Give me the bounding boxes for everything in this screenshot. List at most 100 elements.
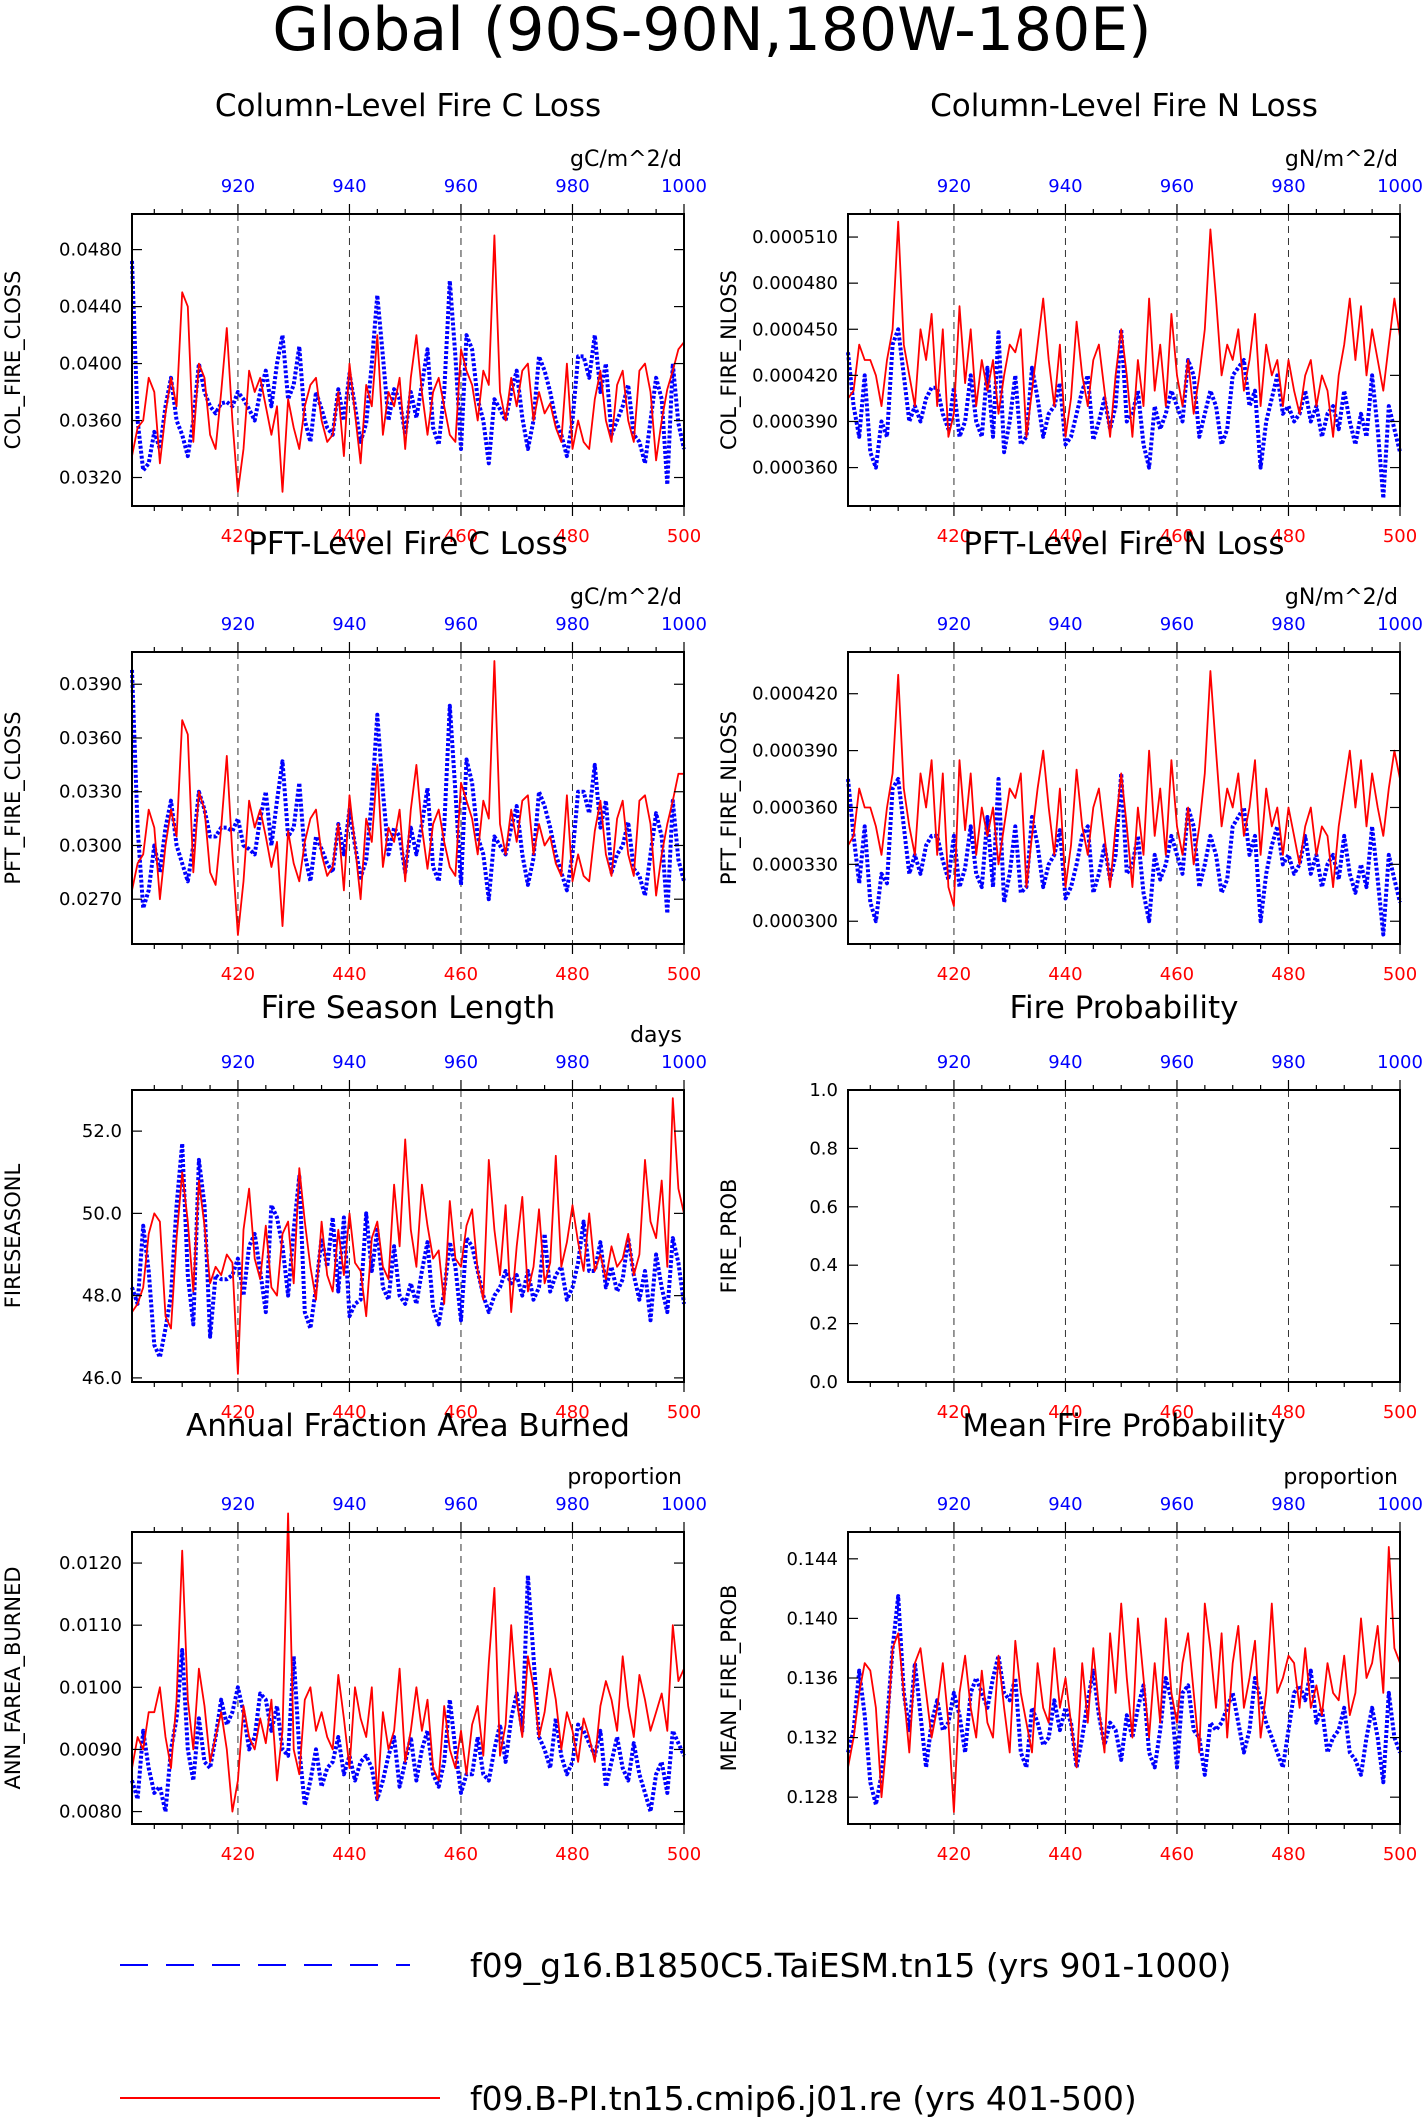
x-tick-label-bottom: 420 <box>221 1402 255 1423</box>
x-tick-label-top: 960 <box>1160 1494 1194 1515</box>
y-tick-label: 0.0400 <box>59 354 122 375</box>
panel-title: PFT-Level Fire C Loss <box>248 526 568 562</box>
y-tick-label: 0.000420 <box>752 365 838 386</box>
x-tick-label-top: 940 <box>1048 1052 1082 1073</box>
x-tick-label-bottom: 480 <box>1271 964 1305 985</box>
x-tick-label-bottom: 440 <box>1048 1402 1082 1423</box>
y-tick-label: 0.000360 <box>752 797 838 818</box>
y-tick-label: 50.0 <box>82 1203 122 1224</box>
units-label: gN/m^2/d <box>1285 585 1398 610</box>
x-tick-label-top: 940 <box>332 1052 366 1073</box>
x-tick-label-top: 920 <box>937 1052 971 1073</box>
series-line-taiesm <box>846 771 1402 937</box>
units-label: gC/m^2/d <box>570 585 682 610</box>
units-label: gN/m^2/d <box>1285 147 1398 172</box>
y-tick-label: 0.000450 <box>752 319 838 340</box>
series-line-taiesm <box>846 1594 1402 1807</box>
y-tick-label: 0.000360 <box>752 458 838 479</box>
y-axis-label: PFT_FIRE_NLOSS <box>717 711 742 885</box>
plot-frame <box>131 1089 685 1383</box>
x-tick-label-bottom: 480 <box>1271 526 1305 547</box>
x-tick-label-bottom: 460 <box>1160 964 1194 985</box>
units-label: proportion <box>567 1465 682 1490</box>
x-tick-label-bottom: 440 <box>1048 964 1082 985</box>
x-tick-label-top: 920 <box>221 1494 255 1515</box>
y-tick-label: 0.000390 <box>752 411 838 432</box>
x-tick-label-top: 1000 <box>661 614 707 635</box>
series-line-cmip6 <box>847 1546 1401 1813</box>
series-line-cmip6 <box>847 670 1401 907</box>
series-line-cmip6 <box>131 234 685 493</box>
x-tick-label-bottom: 500 <box>667 1844 701 1865</box>
x-tick-label-bottom: 460 <box>1160 1402 1194 1423</box>
x-tick-label-bottom: 500 <box>667 1402 701 1423</box>
x-tick-label-top: 980 <box>1271 1052 1305 1073</box>
y-tick-label: 0.000330 <box>752 854 838 875</box>
x-tick-label-bottom: 460 <box>444 964 478 985</box>
x-tick-label-top: 920 <box>937 614 971 635</box>
plot-frame <box>847 651 1401 945</box>
y-tick-label: 0.0390 <box>59 674 122 695</box>
x-tick-label-top: 960 <box>1160 176 1194 197</box>
x-tick-label-bottom: 420 <box>937 526 971 547</box>
y-tick-label: 0.0360 <box>59 728 122 749</box>
x-tick-label-top: 920 <box>221 614 255 635</box>
x-tick-label-top: 920 <box>937 1494 971 1515</box>
x-tick-label-bottom: 420 <box>221 1844 255 1865</box>
x-tick-label-top: 960 <box>444 1052 478 1073</box>
y-tick-label: 0.144 <box>786 1549 838 1570</box>
units-label: proportion <box>1283 1465 1398 1490</box>
panel-title: Fire Probability <box>1009 990 1238 1026</box>
y-tick-label: 0.000390 <box>752 741 838 762</box>
x-tick-label-top: 960 <box>444 1494 478 1515</box>
y-tick-label: 0.0 <box>809 1372 838 1393</box>
x-tick-label-bottom: 460 <box>444 526 478 547</box>
x-tick-label-top: 980 <box>555 614 589 635</box>
series-line-taiesm <box>846 327 1402 501</box>
plot-frame <box>847 1089 1401 1383</box>
x-tick-label-top: 1000 <box>1377 614 1423 635</box>
x-tick-label-bottom: 500 <box>667 526 701 547</box>
x-tick-label-top: 960 <box>444 176 478 197</box>
x-tick-label-top: 980 <box>555 176 589 197</box>
chart-panel-column-level-fire-n-loss: Column-Level Fire N Loss gN/m^2/d 420 440 46… <box>717 88 1423 547</box>
x-tick-label-bottom: 460 <box>1160 1844 1194 1865</box>
y-tick-label: 0.128 <box>786 1787 838 1808</box>
x-tick-label-bottom: 500 <box>1383 1844 1417 1865</box>
plot-frame <box>131 213 685 507</box>
y-tick-label: 0.0440 <box>59 297 122 318</box>
x-tick-label-top: 920 <box>937 176 971 197</box>
x-tick-label-top: 980 <box>1271 1494 1305 1515</box>
x-tick-label-bottom: 460 <box>1160 526 1194 547</box>
series-line-taiesm <box>130 669 686 916</box>
x-tick-label-bottom: 500 <box>667 964 701 985</box>
x-tick-label-top: 920 <box>221 1052 255 1073</box>
chart-panel-fire-probability: Fire Probability 420 440 460 480 500 920 940 960… <box>717 990 1423 1423</box>
x-tick-label-top: 1000 <box>1377 176 1423 197</box>
plot-frame <box>847 213 1401 507</box>
x-tick-label-bottom: 440 <box>332 964 366 985</box>
x-tick-label-bottom: 480 <box>555 526 589 547</box>
y-tick-label: 0.0110 <box>59 1615 122 1636</box>
chart-panel-annual-fraction-area-burned: Annual Fraction Area Burned proportion 420… <box>1 1408 707 1865</box>
x-tick-label-top: 980 <box>555 1052 589 1073</box>
x-tick-label-bottom: 480 <box>1271 1844 1305 1865</box>
y-axis-label: MEAN_FIRE_PROB <box>717 1585 742 1772</box>
y-axis-label: ANN_FAREA_BURNED <box>1 1566 26 1789</box>
x-tick-label-bottom: 420 <box>937 1402 971 1423</box>
units-label: gC/m^2/d <box>570 147 682 172</box>
chart-panel-mean-fire-probability: Mean Fire Probability proportion 420 440 460… <box>717 1408 1423 1865</box>
y-axis-label: PFT_FIRE_CLOSS <box>1 711 26 884</box>
plot-frame <box>847 1531 1401 1825</box>
series-line-cmip6 <box>131 1097 685 1375</box>
legend: f09_g16.B1850C5.TaiESM.tn15 (yrs 901-100… <box>120 1946 1231 2118</box>
x-tick-label-top: 1000 <box>1377 1052 1423 1073</box>
x-tick-label-bottom: 420 <box>937 1844 971 1865</box>
figure-title: Global (90S-90N,180W-180E) <box>272 0 1151 65</box>
x-tick-label-bottom: 460 <box>444 1844 478 1865</box>
x-tick-label-bottom: 440 <box>332 1844 366 1865</box>
units-label: days <box>630 1023 682 1048</box>
y-axis-label: COL_FIRE_CLOSS <box>1 271 26 450</box>
